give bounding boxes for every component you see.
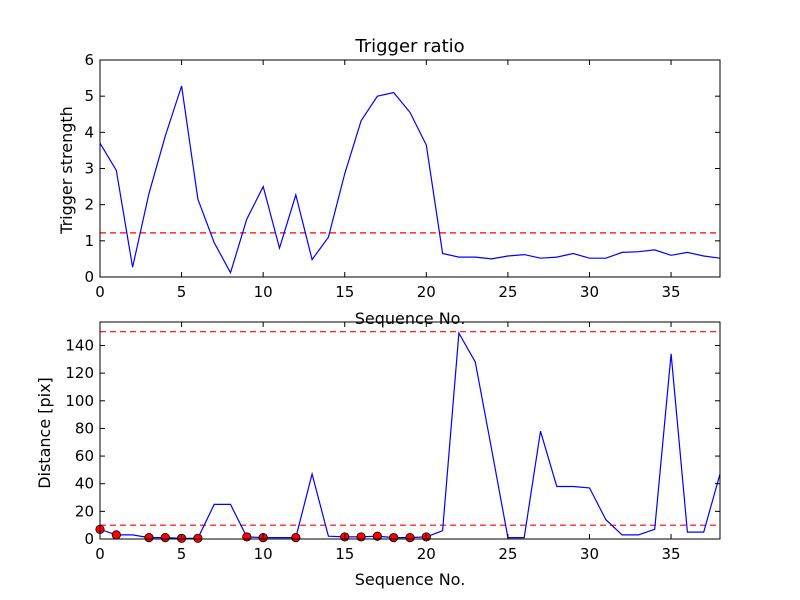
bottom-marker-point [291, 533, 301, 543]
bottom-x-tick-label: 25 [498, 545, 517, 563]
bottom-x-tick-label: 0 [95, 545, 105, 563]
bottom-y-tick-label: 100 [65, 392, 94, 410]
bottom-axes-frame [99, 321, 721, 540]
top-x-tick-label: 0 [95, 283, 105, 301]
top-y-tick-label: 6 [84, 51, 94, 69]
top-y-tick-label: 5 [84, 87, 94, 105]
bottom-y-tick-label: 60 [75, 447, 94, 465]
top-series-line-0 [100, 85, 720, 275]
bottom-chart-xlabel: Sequence No. [355, 570, 466, 589]
top-x-tick-label: 20 [417, 283, 436, 301]
top-y-tick-label: 0 [84, 268, 94, 286]
bottom-marker-point [111, 530, 121, 540]
bottom-y-tick-label: 120 [65, 364, 94, 382]
bottom-x-tick-label: 5 [177, 545, 187, 563]
top-chart-xlabel: Sequence No. [355, 309, 466, 328]
top-x-tick-label: 35 [662, 283, 681, 301]
bottom-chart-ylabel: Distance [pix] [35, 377, 54, 489]
bottom-y-tick-label: 140 [65, 336, 94, 354]
bottom-y-tick-label: 0 [84, 530, 94, 548]
top-y-tick-label: 3 [84, 160, 94, 178]
bottom-marker-point [389, 533, 399, 543]
top-chart-ylabel: Trigger strength [57, 106, 76, 235]
top-chart-panel: Trigger ratio Trigger strength Sequence … [57, 36, 721, 328]
bottom-marker-point [160, 533, 170, 543]
bottom-y-tick-label: 20 [75, 502, 94, 520]
bottom-marker-point [356, 532, 366, 542]
bottom-chart-panel: Distance [pix] Sequence No. 0 5 10 15 20 25 30… [35, 321, 721, 589]
top-chart-title: Trigger ratio [354, 36, 464, 57]
top-x-tick-label: 25 [498, 283, 517, 301]
bottom-x-tick-label: 35 [662, 545, 681, 563]
bottom-x-tick-label: 30 [580, 545, 599, 563]
bottom-x-tick-label: 20 [417, 545, 436, 563]
top-x-tick-label: 15 [335, 283, 354, 301]
top-x-tick-label: 5 [177, 283, 187, 301]
top-y-tick-label: 4 [84, 123, 94, 141]
bottom-y-tick-label: 80 [75, 419, 94, 437]
bottom-x-tick-label: 10 [254, 545, 273, 563]
bottom-x-tick-label: 15 [335, 545, 354, 563]
bottom-marker-point [372, 531, 382, 541]
bottom-marker-point [242, 532, 252, 542]
top-x-tick-label: 10 [254, 283, 273, 301]
bottom-marker-point [193, 533, 203, 543]
bottom-y-tick-label: 40 [75, 475, 94, 493]
bottom-marker-point [405, 533, 415, 543]
bottom-marker-point [144, 533, 154, 543]
bottom-series-line-0 [100, 331, 720, 539]
top-x-tick-label: 30 [580, 283, 599, 301]
top-y-tick-label: 2 [84, 196, 94, 214]
top-y-tick-label: 1 [84, 232, 94, 250]
